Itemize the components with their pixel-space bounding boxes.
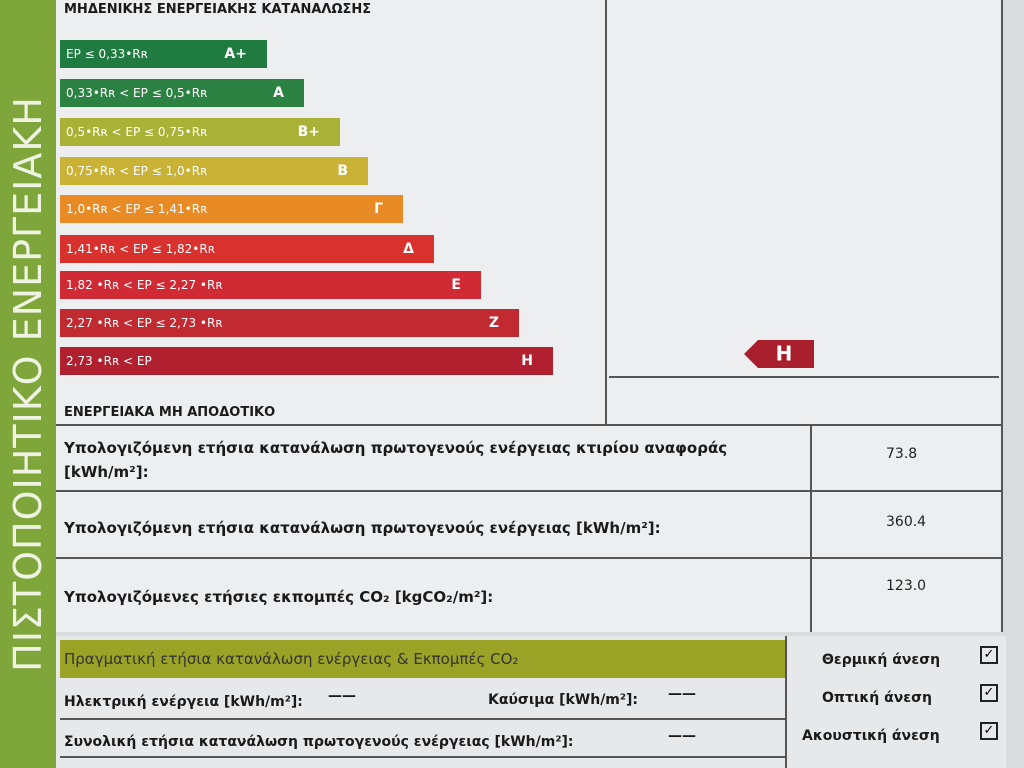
class-label: Η: [521, 353, 533, 369]
class-label: B: [337, 163, 348, 179]
rating-arrow: [744, 340, 814, 368]
divider: [609, 376, 999, 378]
scale-panel: ΜΗΔΕΝΙΚΗΣ ΕΝΕΡΓΕΙΑΚΗΣ ΚΑΤΑΝΑΛΩΣΗΣ ΕΝΕΡΓΕ…: [56, 0, 1003, 632]
class-label: Δ: [403, 241, 414, 257]
comfort-check: ✓: [980, 722, 998, 740]
class-range: 2,73 •Rʀ < EP: [66, 354, 152, 368]
comfort-check: ✓: [980, 684, 998, 702]
divider: [56, 490, 1001, 492]
divider: [785, 636, 787, 768]
comfort-label: Οπτική άνεση: [822, 690, 932, 706]
class-bar: 0,75•Rʀ < EP ≤ 1,0•Rʀ B: [60, 157, 368, 185]
class-range: EP ≤ 0,33•Rʀ: [66, 47, 148, 61]
fuel-value: ——: [668, 686, 696, 702]
class-range: 0,5•Rʀ < EP ≤ 0,75•Rʀ: [66, 125, 208, 139]
class-label: B+: [297, 124, 320, 140]
divider: [605, 0, 607, 425]
comfort-check: ✓: [980, 646, 998, 664]
actual-title: Πραγματική ετήσια κατανάλωση ενέργειας &…: [64, 650, 519, 668]
class-range: 1,0•Rʀ < EP ≤ 1,41•Rʀ: [66, 202, 208, 216]
class-label: A+: [224, 46, 247, 62]
class-bar: 2,27 •Rʀ < EP ≤ 2,73 •Rʀ Ζ: [60, 309, 519, 337]
class-label: A: [273, 85, 284, 101]
class-label: Ε: [451, 277, 461, 293]
side-title: ΠΙΣΤΟΠΟΙΗΤΙΚΟ ΕΝΕΡΓΕΙΑΚΗ: [6, 96, 50, 672]
class-bar: 2,73 •Rʀ < EP Η: [60, 347, 553, 375]
class-bar: 1,82 •Rʀ < EP ≤ 2,27 •Rʀ Ε: [60, 271, 481, 299]
rating-indicator: Η: [744, 340, 814, 368]
actual-section: Πραγματική ετήσια κατανάλωση ενέργειας &…: [56, 636, 1006, 768]
divider: [60, 756, 785, 758]
class-range: 0,33•Rʀ < EP ≤ 0,5•Rʀ: [66, 86, 208, 100]
divider: [56, 424, 1001, 426]
comfort-label: Ακουστική άνεση: [802, 728, 940, 744]
class-bar: 0,5•Rʀ < EP ≤ 0,75•Rʀ B+: [60, 118, 340, 146]
divider: [60, 718, 785, 720]
rating-label: Η: [776, 342, 793, 366]
divider: [810, 424, 812, 632]
class-bar: 1,41•Rʀ < EP ≤ 1,82•Rʀ Δ: [60, 235, 434, 263]
metric-value: 73.8: [886, 446, 918, 462]
metric-label: Υπολογιζόμενη ετήσια κατανάλωση πρωτογεν…: [64, 439, 728, 481]
metric-label: Υπολογιζόμενη ετήσια κατανάλωση πρωτογεν…: [64, 519, 661, 537]
comfort-label: Θερμική άνεση: [822, 652, 941, 668]
metric-value: 360.4: [886, 514, 927, 530]
electric-value: ——: [328, 688, 356, 704]
class-bar: EP ≤ 0,33•Rʀ A+: [60, 40, 267, 68]
side-strip: ΠΙΣΤΟΠΟΙΗΤΙΚΟ ΕΝΕΡΓΕΙΑΚΗ: [0, 0, 56, 768]
class-bar: 0,33•Rʀ < EP ≤ 0,5•Rʀ A: [60, 79, 304, 107]
class-range: 1,41•Rʀ < EP ≤ 1,82•Rʀ: [66, 242, 215, 256]
metric-value: 123.0: [886, 578, 927, 594]
actual-title-bar: [60, 640, 785, 678]
class-label: Γ: [374, 201, 383, 217]
class-range: 2,27 •Rʀ < EP ≤ 2,73 •Rʀ: [66, 316, 223, 330]
class-range: 1,82 •Rʀ < EP ≤ 2,27 •Rʀ: [66, 278, 223, 292]
total-label: Συνολική ετήσια κατανάλωση πρωτογενούς ε…: [64, 734, 574, 750]
electric-label: Ηλεκτρική ενέργεια [kWh/m²]:: [64, 694, 303, 710]
class-range: 0,75•Rʀ < EP ≤ 1,0•Rʀ: [66, 164, 208, 178]
fuel-label: Καύσιμα [kWh/m²]:: [488, 692, 639, 708]
metric-label: Υπολογιζόμενες ετήσιες εκπομπές CO₂ [kgC…: [64, 588, 494, 606]
divider: [56, 557, 1001, 559]
scale-top-label: ΜΗΔΕΝΙΚΗΣ ΕΝΕΡΓΕΙΑΚΗΣ ΚΑΤΑΝΑΛΩΣΗΣ: [64, 2, 372, 17]
total-value: ——: [668, 728, 696, 744]
class-bar: 1,0•Rʀ < EP ≤ 1,41•Rʀ Γ: [60, 195, 403, 223]
scale-bottom-label: ΕΝΕΡΓΕΙΑΚΑ ΜΗ ΑΠΟΔΟΤΙΚΟ: [64, 405, 276, 420]
class-label: Ζ: [488, 315, 499, 331]
